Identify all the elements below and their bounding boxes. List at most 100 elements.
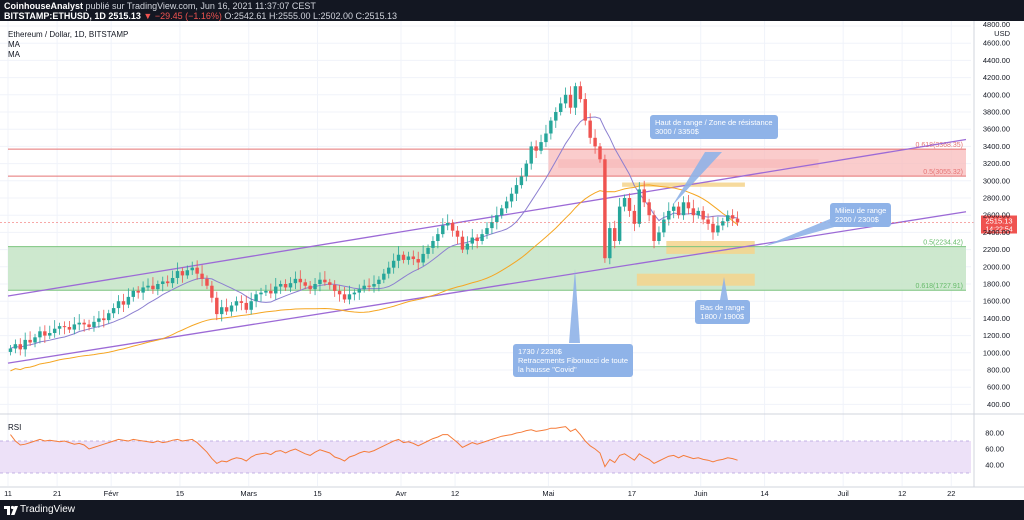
candle-body (617, 206, 622, 241)
candle-body (180, 271, 185, 276)
candle-body (676, 206, 681, 216)
candle-body (136, 290, 140, 293)
symbol-label[interactable]: BITSTAMP:ETHUSD, 1D (4, 11, 106, 21)
candle-body (87, 324, 91, 327)
ma-slow-line (10, 184, 738, 372)
candle-body (28, 339, 32, 343)
candle-body (205, 278, 209, 286)
candle-body (519, 176, 524, 186)
annotation-pointers (569, 152, 838, 343)
price-tick-label: 2800.00 (983, 194, 1010, 203)
candle-body (583, 99, 587, 121)
rsi-legend[interactable]: RSI (8, 423, 22, 432)
price-chart[interactable]: 0.618(3368.35) 0.5(3055.32) 0.5(2234.42) 0.… (0, 21, 1024, 500)
candle-body (332, 284, 337, 291)
candle-body (313, 284, 317, 290)
header-bar: CoinhouseAnalyst publié sur TradingView.… (0, 0, 1024, 21)
candle-body (411, 256, 416, 260)
candle-body (72, 324, 77, 330)
chart-grid (0, 21, 971, 486)
note-resistance[interactable]: Haut de range / Zone de résistance 3000 … (650, 115, 778, 139)
author-name[interactable]: CoinhouseAnalyst (4, 1, 84, 11)
candle-body (111, 308, 116, 314)
header-line-1: CoinhouseAnalyst publié sur TradingView.… (4, 1, 316, 11)
channel-line (7, 138, 967, 297)
candle-body (662, 219, 666, 233)
candle-body (622, 198, 627, 207)
candle-body (18, 344, 23, 350)
trend-channel (7, 138, 967, 364)
note-mid-line-1: Milieu de range (835, 206, 887, 215)
candle-body (43, 331, 47, 336)
note-fibonacci[interactable]: 1730 / 2230$ Retracements Fibonacci de t… (513, 344, 634, 377)
candle-body (62, 326, 67, 328)
last-price-value: 2515.13 (985, 217, 1012, 226)
last-price: 2515.13 (108, 11, 141, 21)
candle-body (234, 301, 239, 306)
candle-body (224, 307, 229, 312)
zone-orange (636, 273, 755, 286)
fib-level-label: 0.618(1727.91) (916, 283, 963, 290)
candle-body (92, 321, 96, 327)
candle-body (573, 86, 578, 108)
candle-body (504, 201, 509, 209)
zone-orange (666, 241, 755, 254)
note-low-line-1: Bas de range (700, 303, 745, 312)
candle-body (293, 278, 298, 284)
last-price-tag (981, 215, 1017, 234)
time-tick-label: 12 (451, 489, 459, 498)
fib-level-label: 0.618(3368.35) (916, 142, 963, 149)
candle-body (337, 290, 342, 295)
ohlc-values: O:2542.61 H:2555.00 L:2502.00 C:2515.13 (224, 11, 398, 21)
price-unit-label: USD (994, 29, 1010, 38)
zone-green (8, 246, 966, 291)
candle-body (445, 222, 450, 226)
candle-body (485, 228, 489, 235)
candle-body (632, 210, 637, 224)
time-tick-label: 15 (313, 489, 321, 498)
candle-body (38, 331, 42, 338)
price-tick-label: 1600.00 (983, 297, 1010, 306)
time-tick-label: 15 (176, 489, 184, 498)
candle-body (131, 290, 135, 297)
rsi-tick-label: 60.00 (985, 445, 1004, 454)
candle-body (627, 198, 632, 211)
candle-body (534, 146, 538, 151)
pointer-low-range (720, 277, 728, 300)
candle-body (357, 289, 361, 293)
candle-body (490, 222, 494, 229)
note-mid-range[interactable]: Milieu de range 2200 / 2300$ (830, 203, 892, 227)
ma-legend-2[interactable]: MA (8, 50, 20, 59)
candle-body (274, 286, 278, 294)
candle-body (539, 142, 543, 151)
price-tick-label: 2000.00 (983, 262, 1010, 271)
candle-body (13, 344, 18, 349)
fibonacci-levels: 0.618(3368.35) 0.5(3055.32) 0.5(2234.42) 0.… (916, 142, 963, 290)
ma-legend-1[interactable]: MA (8, 40, 20, 49)
candle-body (401, 254, 406, 260)
note-resistance-line-2: 3000 / 3350$ (655, 127, 699, 136)
time-tick-label: Févr (104, 489, 120, 498)
candle-body (146, 285, 150, 288)
candle-body (23, 339, 27, 350)
candle-body (696, 210, 700, 216)
candle-body (67, 327, 72, 330)
candle-body (524, 163, 529, 177)
candle-body (210, 285, 214, 298)
time-tick-label: 11 (4, 489, 12, 498)
range-zones (8, 148, 966, 291)
candle-body (372, 284, 376, 287)
candle-body (175, 271, 180, 278)
candle-body (215, 297, 219, 315)
candle-body (671, 206, 676, 211)
candle-body (352, 292, 357, 295)
candle-body (52, 328, 57, 334)
footer-brand[interactable]: TradingView (20, 504, 76, 515)
pointer-fibonacci (569, 269, 580, 343)
channel-line (7, 211, 967, 364)
chart-legend-title[interactable]: Ethereum / Dollar, 1D, BITSTAMP (8, 30, 129, 39)
candle-body (323, 279, 327, 283)
header-line-2: BITSTAMP:ETHUSD, 1D 2515.13 ▼ −29.45 (−1… (4, 11, 397, 21)
note-low-range[interactable]: Bas de range 1800 / 1900$ (695, 300, 750, 324)
candle-body (706, 219, 710, 224)
